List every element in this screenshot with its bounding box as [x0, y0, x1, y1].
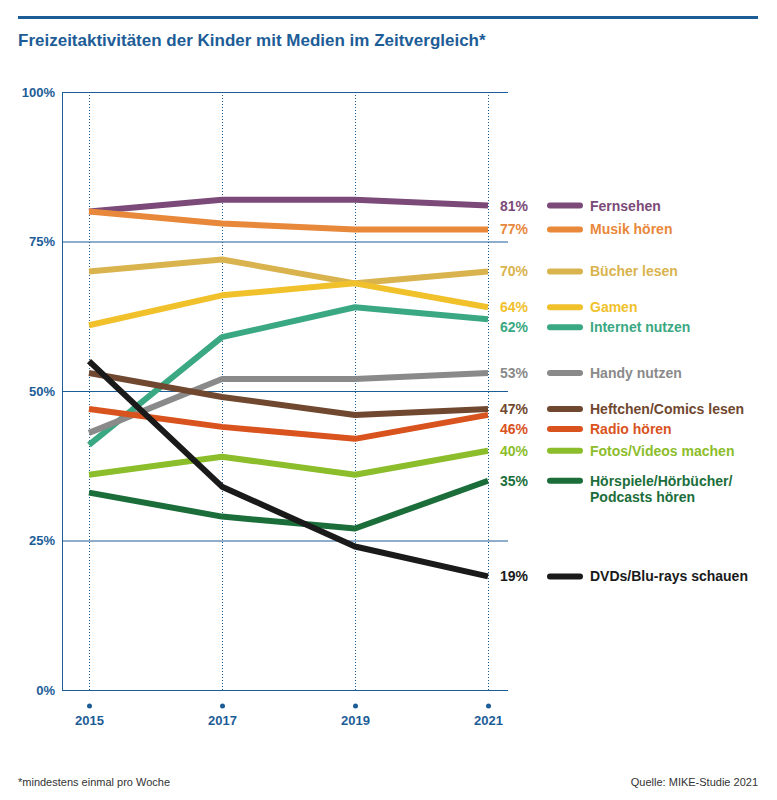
data-label: 81%: [500, 198, 529, 214]
legend-label: Handy nutzen: [590, 365, 682, 381]
legend-label: Internet nutzen: [590, 319, 690, 335]
x-tick-dot: [87, 704, 92, 709]
data-label: 62%: [500, 319, 529, 335]
legend-label: Hörspiele/Hörbücher/Podcasts hören: [590, 473, 732, 505]
legend-item: Musik hören 77%: [500, 221, 673, 237]
legend-swatch: [550, 227, 580, 233]
series-line: [89, 361, 488, 576]
y-tick-label: 75%: [29, 234, 55, 249]
series-line: [89, 373, 488, 415]
data-label: 35%: [500, 473, 529, 489]
y-tick-label: 25%: [29, 533, 55, 548]
grid-line: [62, 92, 508, 93]
legend-item: Radio hören 46%: [500, 421, 672, 437]
x-tick-label: 2015: [75, 713, 104, 728]
grid-line: [62, 242, 508, 243]
y-tick: 50%: [29, 384, 508, 399]
x-tick: 2017: [208, 92, 237, 728]
x-tick-label: 2019: [341, 713, 370, 728]
series-line: [89, 481, 488, 529]
y-tick-label: 100%: [22, 85, 56, 100]
legend-label: Musik hören: [590, 221, 672, 237]
series-line: [89, 259, 488, 283]
legend-item: Heftchen/Comics lesen 47%: [500, 401, 744, 417]
legend-item: Handy nutzen 53%: [500, 365, 682, 381]
grid-line: [62, 690, 508, 691]
data-label: 77%: [500, 221, 529, 237]
data-label: 46%: [500, 421, 529, 437]
series-line: [89, 200, 488, 212]
x-tick-dot: [220, 704, 225, 709]
legend-item: Bücher lesen 70%: [500, 263, 678, 279]
series-line: [89, 307, 488, 445]
series-line: [89, 283, 488, 325]
legend: Fernsehen 81% Musik hören 77% Bücher lesen 70…: [500, 198, 748, 585]
chart: Freizeitaktivitäten der Kinder mit Medie…: [0, 0, 777, 800]
legend-swatch: [550, 370, 580, 376]
y-tick: 0%: [36, 683, 508, 698]
data-label: 70%: [500, 263, 529, 279]
x-tick-dot: [486, 704, 491, 709]
x-grid-line: [222, 92, 223, 690]
y-tick: 75%: [29, 234, 508, 249]
x-tick-label: 2017: [208, 713, 237, 728]
y-tick: 100%: [22, 85, 508, 100]
x-axis-line: [90, 690, 489, 691]
legend-swatch: [550, 478, 580, 484]
legend-swatch: [550, 448, 580, 454]
legend-label: Bücher lesen: [590, 263, 678, 279]
legend-label: Radio hören: [590, 421, 672, 437]
legend-label: Gamen: [590, 299, 637, 315]
x-tick: 2019: [341, 92, 370, 728]
data-label: 40%: [500, 443, 529, 459]
data-label: 53%: [500, 365, 529, 381]
legend-item: Fotos/Videos machen 40%: [500, 443, 734, 459]
legend-item: Internet nutzen 62%: [500, 319, 690, 335]
legend-label: Fotos/Videos machen: [590, 443, 734, 459]
series-line: [89, 409, 488, 439]
legend-item: Hörspiele/Hörbücher/Podcasts hören 35%: [500, 473, 733, 505]
title: Freizeitaktivitäten der Kinder mit Medie…: [18, 31, 486, 50]
grid-line: [62, 391, 508, 392]
legend-label: Heftchen/Comics lesen: [590, 401, 744, 417]
legend-swatch: [550, 304, 580, 310]
legend-item: DVDs/Blu-rays schauen 19%: [500, 568, 748, 584]
data-label: 47%: [500, 401, 529, 417]
data-label: 19%: [500, 568, 529, 584]
x-tick-dot: [353, 704, 358, 709]
top-rule: [18, 16, 758, 19]
x-grid-line: [355, 92, 356, 690]
y-axis: 0% 25% 50% 75% 100%: [22, 85, 508, 698]
legend-item: Fernsehen 81%: [500, 198, 661, 214]
legend-swatch: [550, 573, 580, 579]
y-tick-label: 0%: [36, 683, 55, 698]
legend-swatch: [550, 268, 580, 274]
legend-swatch: [550, 406, 580, 412]
x-axis: 2015 2017 2019 2021: [75, 92, 503, 728]
series-line: [89, 212, 488, 230]
y-tick-label: 50%: [29, 384, 55, 399]
x-tick-label: 2021: [474, 713, 503, 728]
lines: [89, 200, 488, 577]
y-tick: 25%: [29, 533, 508, 548]
x-grid-line: [89, 92, 90, 690]
grid-line: [62, 541, 508, 542]
series-line: [89, 451, 488, 475]
legend-label: DVDs/Blu-rays schauen: [590, 568, 748, 584]
source: Quelle: MIKE-Studie 2021: [631, 776, 758, 788]
x-grid-line: [488, 92, 489, 690]
legend-item: Gamen 64%: [500, 299, 638, 315]
legend-label: Fernsehen: [590, 198, 661, 214]
legend-swatch: [550, 203, 580, 209]
legend-swatch: [550, 426, 580, 432]
data-label: 64%: [500, 299, 529, 315]
legend-swatch: [550, 324, 580, 330]
footnote: *mindestens einmal pro Woche: [18, 776, 170, 788]
